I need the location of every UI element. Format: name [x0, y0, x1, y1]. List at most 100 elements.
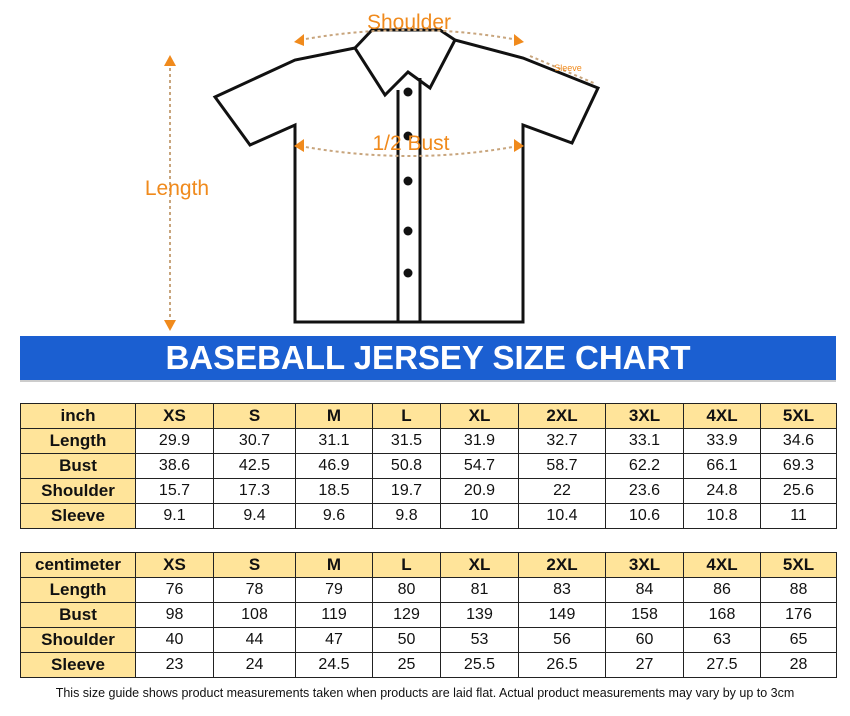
- table-row: Length 76 78 79 80 81 83 84 86 88: [20, 577, 837, 603]
- header-cell: S: [213, 552, 296, 578]
- table-cell: 66.1: [683, 453, 761, 479]
- table-cell: 33.9: [683, 428, 761, 454]
- table-cell: 47: [295, 627, 373, 653]
- header-cell: Bust: [20, 453, 136, 479]
- sleeve-label: Sleeve: [554, 63, 582, 73]
- header-cell: Bust: [20, 602, 136, 628]
- table-cell: 29.9: [135, 428, 214, 454]
- table-cell: 34.6: [760, 428, 837, 454]
- table-cell: 24.5: [295, 652, 373, 678]
- header-cell: 4XL: [683, 403, 761, 429]
- header-cell: 3XL: [605, 403, 684, 429]
- table-cell: 32.7: [518, 428, 606, 454]
- table-cell: 9.4: [213, 503, 296, 529]
- table-cell: 33.1: [605, 428, 684, 454]
- table-cell: 20.9: [440, 478, 519, 504]
- table-cell: 81: [440, 577, 519, 603]
- table-cell: 38.6: [135, 453, 214, 479]
- table-cell: 31.9: [440, 428, 519, 454]
- table-cell: 25: [372, 652, 441, 678]
- shirt-diagram: Shoulder Sleeve 1/2 Bust Length: [145, 11, 601, 331]
- header-cell: Sleeve: [20, 652, 136, 678]
- table-row: Shoulder 40 44 47 50 53 56 60 63 65: [20, 627, 837, 653]
- inch-table: inch XS S M L XL 2XL 3XL 4XL 5XL Length 29.9 30.7 31.…: [20, 403, 837, 529]
- table-cell: 9.6: [295, 503, 373, 529]
- arrowheads: [164, 34, 524, 331]
- table-cell: 15.7: [135, 478, 214, 504]
- table-cell: 69.3: [760, 453, 837, 479]
- table-cell: 10.6: [605, 503, 684, 529]
- header-cell: L: [372, 403, 441, 429]
- measure-lines: [169, 29, 597, 326]
- table-cell: 10.4: [518, 503, 606, 529]
- header-cell: 2XL: [518, 403, 606, 429]
- header-cell: centimeter: [20, 552, 136, 578]
- table-cell: 46.9: [295, 453, 373, 479]
- table-row: Bust 38.6 42.5 46.9 50.8 54.7 58.7 62.2 66.1 69.3: [20, 453, 837, 479]
- shirt: [212, 28, 601, 324]
- table-cell: 62.2: [605, 453, 684, 479]
- table-cell: 9.1: [135, 503, 214, 529]
- table-cell: 86: [683, 577, 761, 603]
- table-cell: 79: [295, 577, 373, 603]
- table-cell: 24: [213, 652, 296, 678]
- table-cell: 83: [518, 577, 606, 603]
- length-label: Length: [145, 177, 209, 200]
- cm-table: centimeter XS S M L XL 2XL 3XL 4XL 5XL Length 76 78 7…: [20, 552, 837, 678]
- bust-label: 1/2 Bust: [372, 132, 449, 155]
- banner: BASEBALL JERSEY SIZE CHART: [20, 336, 836, 382]
- table-cell: 19.7: [372, 478, 441, 504]
- table-cell: 17.3: [213, 478, 296, 504]
- header-cell: XL: [440, 552, 519, 578]
- header-cell: M: [295, 552, 373, 578]
- table-cell: 58.7: [518, 453, 606, 479]
- table-cell: 10: [440, 503, 519, 529]
- table-cell: 60: [605, 627, 684, 653]
- table-cell: 108: [213, 602, 296, 628]
- table-cell: 10.8: [683, 503, 761, 529]
- table-cell: 176: [760, 602, 837, 628]
- table-cell: 84: [605, 577, 684, 603]
- table-cell: 31.1: [295, 428, 373, 454]
- table-cell: 76: [135, 577, 214, 603]
- shoulder-label: Shoulder: [367, 11, 451, 34]
- table-cell: 63: [683, 627, 761, 653]
- header-cell: 4XL: [683, 552, 761, 578]
- table-cell: 27: [605, 652, 684, 678]
- table-cell: 27.5: [683, 652, 761, 678]
- header-cell: L: [372, 552, 441, 578]
- table-cell: 98: [135, 602, 214, 628]
- header-cell: 3XL: [605, 552, 684, 578]
- table-cell: 44: [213, 627, 296, 653]
- table-cell: 54.7: [440, 453, 519, 479]
- header-cell: XL: [440, 403, 519, 429]
- table-row: Sleeve 9.1 9.4 9.6 9.8 10 10.4 10.6 10.8 11: [20, 503, 837, 529]
- table-cell: 158: [605, 602, 684, 628]
- table-cell: 56: [518, 627, 606, 653]
- table-cell: 50: [372, 627, 441, 653]
- table-cell: 18.5: [295, 478, 373, 504]
- header-row: centimeter XS S M L XL 2XL 3XL 4XL 5XL: [20, 552, 837, 578]
- table-cell: 168: [683, 602, 761, 628]
- table-cell: 26.5: [518, 652, 606, 678]
- table-cell: 149: [518, 602, 606, 628]
- header-cell: Length: [20, 428, 136, 454]
- table-cell: 65: [760, 627, 837, 653]
- table-cell: 31.5: [372, 428, 441, 454]
- table-cell: 23.6: [605, 478, 684, 504]
- table-cell: 24.8: [683, 478, 761, 504]
- header-cell: 2XL: [518, 552, 606, 578]
- buttons: [403, 87, 413, 278]
- table-cell: 119: [295, 602, 373, 628]
- header-row: inch XS S M L XL 2XL 3XL 4XL 5XL: [20, 403, 837, 429]
- header-cell: Sleeve: [20, 503, 136, 529]
- header-cell: XS: [135, 403, 214, 429]
- header-cell: inch: [20, 403, 136, 429]
- table-cell: 78: [213, 577, 296, 603]
- table-cell: 88: [760, 577, 837, 603]
- table-cell: 50.8: [372, 453, 441, 479]
- header-cell: XS: [135, 552, 214, 578]
- table-row: Bust 98 108 119 129 139 149 158 168 176: [20, 602, 837, 628]
- table-cell: 80: [372, 577, 441, 603]
